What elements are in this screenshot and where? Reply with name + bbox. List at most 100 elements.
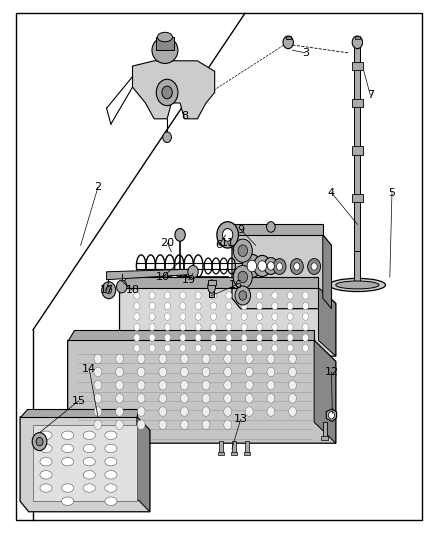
Bar bbox=[352, 146, 363, 155]
Circle shape bbox=[180, 302, 186, 310]
Circle shape bbox=[116, 420, 124, 430]
Circle shape bbox=[36, 438, 43, 446]
Text: 20: 20 bbox=[160, 238, 174, 248]
Circle shape bbox=[195, 302, 201, 310]
Ellipse shape bbox=[329, 278, 385, 292]
Text: 16: 16 bbox=[230, 280, 243, 290]
Circle shape bbox=[239, 291, 247, 300]
Ellipse shape bbox=[105, 431, 117, 440]
Circle shape bbox=[289, 407, 297, 416]
Ellipse shape bbox=[62, 431, 74, 440]
Circle shape bbox=[159, 420, 167, 430]
Ellipse shape bbox=[40, 431, 52, 440]
Text: 12: 12 bbox=[325, 367, 339, 377]
Circle shape bbox=[149, 292, 155, 299]
Bar bbox=[352, 62, 363, 70]
Bar bbox=[286, 36, 291, 39]
Text: 9: 9 bbox=[237, 224, 244, 235]
Circle shape bbox=[287, 292, 293, 299]
Circle shape bbox=[241, 324, 247, 331]
Polygon shape bbox=[67, 341, 336, 443]
Circle shape bbox=[159, 393, 167, 403]
Circle shape bbox=[267, 222, 275, 232]
Polygon shape bbox=[120, 277, 318, 288]
Polygon shape bbox=[232, 235, 332, 309]
Circle shape bbox=[241, 334, 247, 342]
Circle shape bbox=[180, 354, 188, 364]
Circle shape bbox=[267, 393, 275, 403]
Circle shape bbox=[257, 344, 262, 352]
Circle shape bbox=[165, 334, 170, 342]
Circle shape bbox=[307, 259, 321, 274]
Circle shape bbox=[226, 344, 232, 352]
Ellipse shape bbox=[83, 471, 95, 479]
Circle shape bbox=[276, 263, 283, 270]
Circle shape bbox=[202, 381, 210, 390]
Circle shape bbox=[241, 313, 247, 320]
Circle shape bbox=[116, 407, 124, 416]
Polygon shape bbox=[106, 269, 193, 280]
Circle shape bbox=[257, 313, 262, 320]
Circle shape bbox=[272, 292, 278, 299]
Polygon shape bbox=[323, 235, 332, 309]
Circle shape bbox=[264, 257, 278, 274]
Circle shape bbox=[223, 229, 233, 241]
Circle shape bbox=[180, 381, 188, 390]
Circle shape bbox=[116, 381, 124, 390]
Circle shape bbox=[257, 334, 262, 342]
Ellipse shape bbox=[83, 457, 95, 466]
Ellipse shape bbox=[83, 431, 95, 440]
Circle shape bbox=[245, 381, 253, 390]
Ellipse shape bbox=[152, 37, 178, 63]
Text: 4: 4 bbox=[328, 188, 335, 198]
Circle shape bbox=[245, 407, 253, 416]
Circle shape bbox=[289, 367, 297, 377]
Polygon shape bbox=[318, 288, 336, 356]
Bar bbox=[245, 441, 249, 454]
Circle shape bbox=[283, 36, 293, 49]
Circle shape bbox=[273, 259, 286, 274]
Circle shape bbox=[233, 239, 252, 262]
Circle shape bbox=[149, 344, 155, 352]
Circle shape bbox=[226, 292, 232, 299]
Bar bbox=[244, 452, 250, 455]
Circle shape bbox=[202, 420, 210, 430]
Circle shape bbox=[159, 367, 167, 377]
Circle shape bbox=[328, 411, 335, 419]
Bar bbox=[33, 425, 137, 501]
Circle shape bbox=[245, 354, 253, 364]
Bar bbox=[156, 37, 173, 50]
Circle shape bbox=[238, 271, 247, 283]
Circle shape bbox=[268, 262, 274, 270]
Ellipse shape bbox=[157, 33, 173, 42]
Text: 3: 3 bbox=[302, 48, 309, 58]
Polygon shape bbox=[20, 409, 137, 417]
Circle shape bbox=[165, 324, 170, 331]
Circle shape bbox=[180, 393, 188, 403]
Circle shape bbox=[94, 420, 102, 430]
Circle shape bbox=[175, 229, 185, 241]
Circle shape bbox=[254, 255, 271, 277]
Text: 2: 2 bbox=[94, 182, 102, 192]
Circle shape bbox=[180, 344, 186, 352]
Circle shape bbox=[267, 381, 275, 390]
Polygon shape bbox=[232, 224, 323, 235]
Circle shape bbox=[241, 302, 247, 310]
Ellipse shape bbox=[105, 457, 117, 466]
Circle shape bbox=[180, 420, 188, 430]
Circle shape bbox=[303, 313, 308, 320]
Circle shape bbox=[149, 302, 155, 310]
Ellipse shape bbox=[83, 484, 95, 492]
Circle shape bbox=[235, 286, 251, 305]
Circle shape bbox=[180, 407, 188, 416]
Circle shape bbox=[137, 407, 145, 416]
Circle shape bbox=[289, 381, 297, 390]
Bar bbox=[352, 193, 363, 202]
Polygon shape bbox=[67, 330, 314, 341]
Circle shape bbox=[258, 261, 267, 271]
Circle shape bbox=[159, 354, 167, 364]
Text: 18: 18 bbox=[125, 285, 140, 295]
Bar bbox=[232, 441, 236, 454]
Ellipse shape bbox=[40, 484, 52, 492]
Circle shape bbox=[272, 313, 278, 320]
